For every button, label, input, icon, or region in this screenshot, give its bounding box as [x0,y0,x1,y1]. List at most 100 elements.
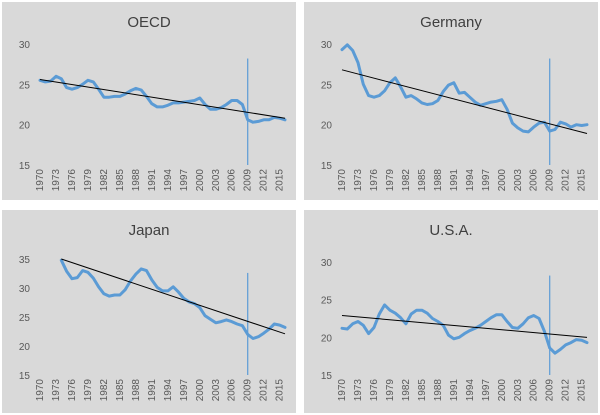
x-tick-label: 2009 [545,379,556,402]
x-tick-label: 1970 [337,169,348,192]
x-tick-label: 1982 [401,169,412,192]
x-tick-label: 1991 [449,379,460,402]
x-tick-label: 1994 [465,169,476,192]
x-tick-label: 1979 [83,169,94,192]
x-tick-label: 2000 [497,169,508,192]
series-line [340,43,589,134]
x-tick-label: 1991 [449,169,460,192]
x-tick-label: 1982 [99,169,110,192]
x-tick-label: 1985 [417,169,428,192]
y-tick-label: 25 [321,80,333,91]
x-tick-label: 1997 [481,169,492,192]
y-tick-label: 30 [321,40,333,51]
panel-germany: Germany 15 20 25 30 1970 1973 1976 1979 1982 1985 1… [304,2,598,200]
x-tick-label: 2003 [513,379,524,402]
x-tick-label: 2006 [529,169,540,192]
trend-line [341,314,588,338]
x-tick-label: 1976 [67,379,78,402]
y-tick-label: 15 [321,161,333,172]
x-tick-label: 2003 [513,169,524,192]
y-tick-label: 20 [321,333,333,344]
x-tick-label: 2009 [243,169,254,192]
y-tick-label: 20 [19,121,31,132]
x-tick-label: 1970 [35,169,46,192]
y-tick-label: 20 [321,121,333,132]
y-tick-label: 25 [321,296,333,307]
x-tick-label: 1988 [131,379,142,402]
x-tick-label: 1988 [433,169,444,192]
x-tick-label: 1973 [353,379,364,402]
x-tick-label: 1976 [67,169,78,192]
x-tick-label: 1997 [179,379,190,402]
chart-usa: U.S.A. 15 20 25 30 1970 1973 1976 1979 1982 1985 19… [321,222,589,402]
x-tick-label: 2015 [577,379,588,402]
x-tick-label: 1994 [163,379,174,402]
x-tick-label: 1976 [369,169,380,192]
series-line [59,258,287,340]
series-line [340,303,589,355]
x-tick-label: 1970 [35,379,46,402]
x-tick-label: 1979 [83,379,94,402]
x-tick-label: 1979 [385,379,396,402]
x-tick-label: 1988 [433,379,444,402]
x-tick-label: 1985 [115,379,126,402]
y-tick-label: 30 [321,258,333,269]
x-tick-label: 2015 [275,169,286,192]
chart-japan: Japan 15 20 25 30 35 1970 1973 1976 1979 1982 1985 1… [19,222,287,402]
x-tick-label: 2009 [243,379,254,402]
x-tick-label: 1994 [465,379,476,402]
chart-germany: Germany 15 20 25 30 1970 1973 1976 1979 1982 1985 1… [321,14,589,192]
panel-oecd: OECD 15 20 25 30 1970 1973 1976 1979 1982 1985 1988… [2,2,296,200]
x-tick-label: 1985 [115,169,126,192]
x-tick-label: 2015 [275,379,286,402]
x-tick-label: 1970 [337,379,348,402]
series-line [38,74,287,124]
x-tick-label: 1994 [163,169,174,192]
x-tick-label: 2015 [577,169,588,192]
x-tick-label: 2012 [561,379,572,402]
x-tick-label: 1973 [51,379,62,402]
x-tick-label: 1991 [147,379,158,402]
x-tick-label: 1973 [353,169,364,192]
x-tick-label: 2003 [211,169,222,192]
trend-line [61,258,286,335]
x-tick-label: 1991 [147,169,158,192]
y-tick-label: 30 [19,284,31,295]
chart-title: U.S.A. [429,222,472,239]
chart-title: Germany [420,14,482,31]
x-tick-label: 1988 [131,169,142,192]
y-tick-label: 25 [19,313,31,324]
y-tick-label: 30 [19,40,31,51]
x-tick-label: 2012 [561,169,572,192]
y-tick-label: 15 [19,161,31,172]
x-tick-label: 1985 [417,379,428,402]
x-tick-label: 2012 [259,379,270,402]
chart-title: OECD [127,14,171,31]
panel-usa: U.S.A. 15 20 25 30 1970 1973 1976 1979 1982 1985 19… [304,210,598,413]
y-tick-label: 25 [19,80,31,91]
y-tick-label: 15 [321,371,333,382]
x-tick-label: 2006 [227,379,238,402]
trend-line [341,69,588,135]
x-tick-label: 2000 [497,379,508,402]
chart-title: Japan [129,222,170,239]
x-tick-label: 2003 [211,379,222,402]
x-tick-label: 1979 [385,169,396,192]
y-tick-label: 15 [19,371,31,382]
x-tick-label: 1982 [99,379,110,402]
x-tick-label: 1976 [369,379,380,402]
panel-japan: Japan 15 20 25 30 35 1970 1973 1976 1979 1982 1985 1… [2,210,296,413]
x-tick-label: 1973 [51,169,62,192]
y-tick-label: 20 [19,342,31,353]
x-tick-label: 2012 [259,169,270,192]
x-tick-label: 1997 [179,169,190,192]
x-tick-label: 1997 [481,379,492,402]
x-tick-label: 1982 [401,379,412,402]
trend-line [39,78,286,119]
x-tick-label: 2000 [195,379,206,402]
x-tick-label: 2006 [529,379,540,402]
x-tick-label: 2009 [545,169,556,192]
x-tick-label: 2000 [195,169,206,192]
x-tick-label: 2006 [227,169,238,192]
